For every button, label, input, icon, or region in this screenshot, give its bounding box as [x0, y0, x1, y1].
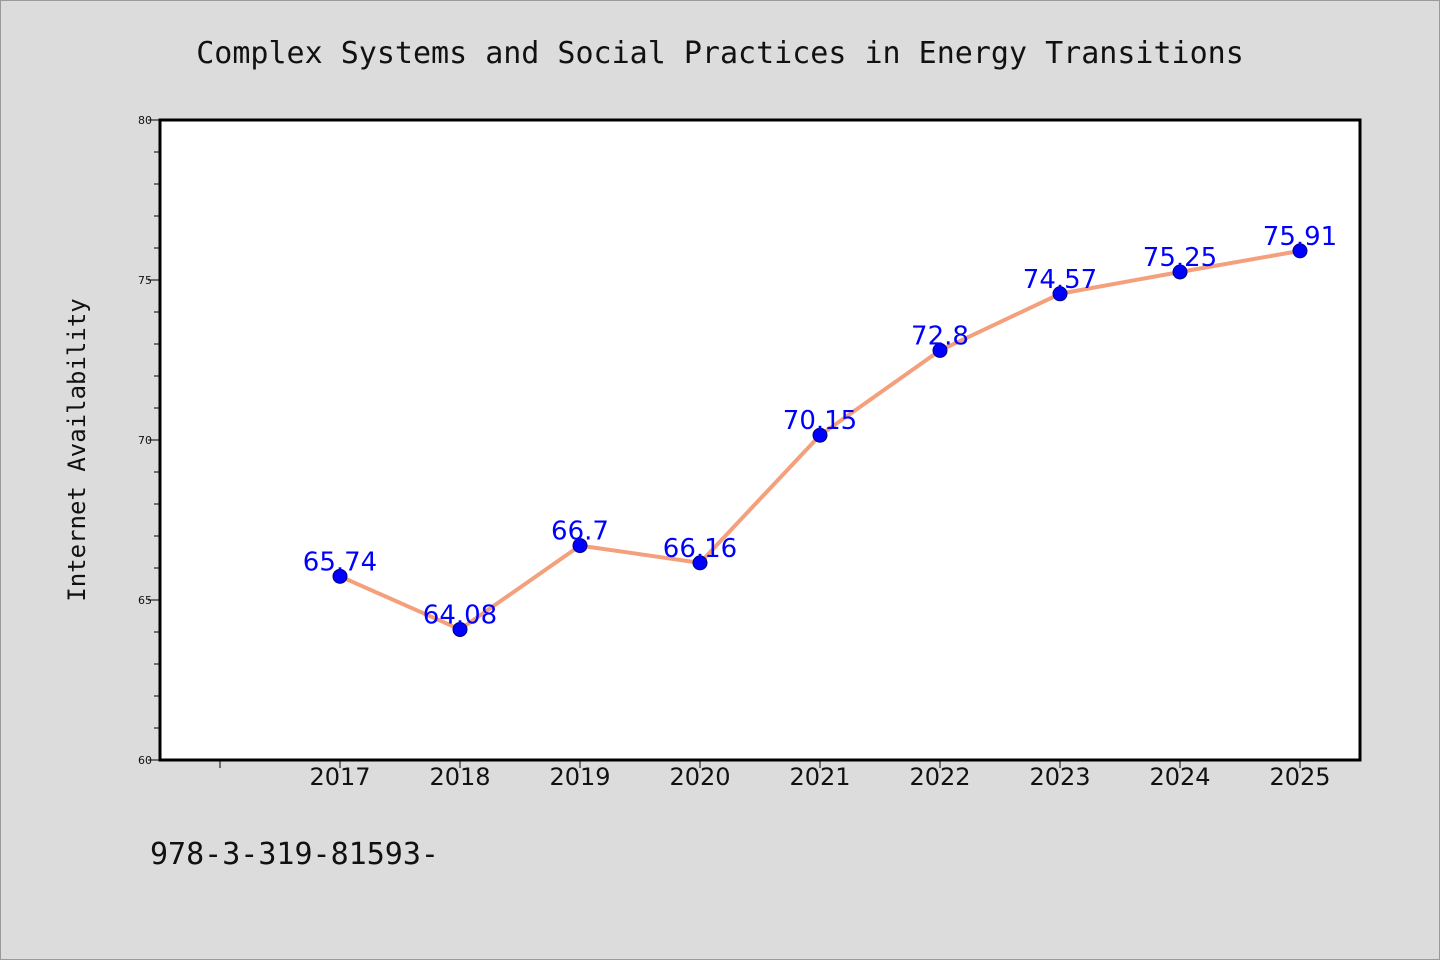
footer-text: 978-3-319-81593-: [150, 837, 439, 872]
data-label: 72.8: [911, 321, 969, 351]
x-tick-label: 2018: [429, 763, 490, 791]
x-tick-label: 2022: [909, 763, 970, 791]
data-label: 66.7: [551, 517, 609, 547]
data-label: 75.91: [1263, 222, 1337, 252]
data-point: [812, 427, 828, 443]
y-tick-label: 65: [138, 594, 152, 607]
x-tick-label: 2021: [789, 763, 850, 791]
data-label: 70.15: [783, 406, 857, 436]
x-tick-label: 2020: [669, 763, 730, 791]
data-point: [1172, 264, 1188, 280]
x-tick-label: 2017: [309, 763, 370, 791]
data-label: 66.16: [663, 534, 737, 564]
data-point: [1052, 286, 1068, 302]
x-tick-label: 2023: [1029, 763, 1090, 791]
data-label: 64.08: [423, 600, 497, 630]
data-label: 74.57: [1023, 265, 1097, 295]
data-point: [572, 538, 588, 554]
x-tick-label: 2024: [1149, 763, 1210, 791]
data-label: 65.74: [303, 547, 377, 577]
data-point: [452, 621, 468, 637]
y-axis: 60 65 70 75 80: [138, 114, 160, 767]
data-label: 75.25: [1143, 243, 1217, 273]
y-axis-label: Internet Availability: [63, 298, 91, 601]
x-tick-label: 2025: [1269, 763, 1330, 791]
x-tick-label: 2019: [549, 763, 610, 791]
data-point: [932, 342, 948, 358]
series-layer: [332, 243, 1308, 637]
plot-area: [158, 118, 1362, 762]
x-axis: 2017 2018 2019 2020 2021 2022 2023 2024 2025: [219, 760, 1331, 791]
y-tick-label: 75: [138, 274, 152, 287]
data-labels: 65.74 64.08 66.7 66.16 70.15 72.8 74.57 75.25 75…: [303, 222, 1337, 631]
chart-title: Complex Systems and Social Practices in …: [196, 36, 1244, 71]
data-point: [332, 568, 348, 584]
y-tick-label: 70: [138, 434, 152, 447]
data-point: [1292, 243, 1308, 259]
y-tick-label: 60: [138, 754, 152, 767]
data-point: [692, 555, 708, 571]
y-tick-label: 80: [138, 114, 152, 127]
